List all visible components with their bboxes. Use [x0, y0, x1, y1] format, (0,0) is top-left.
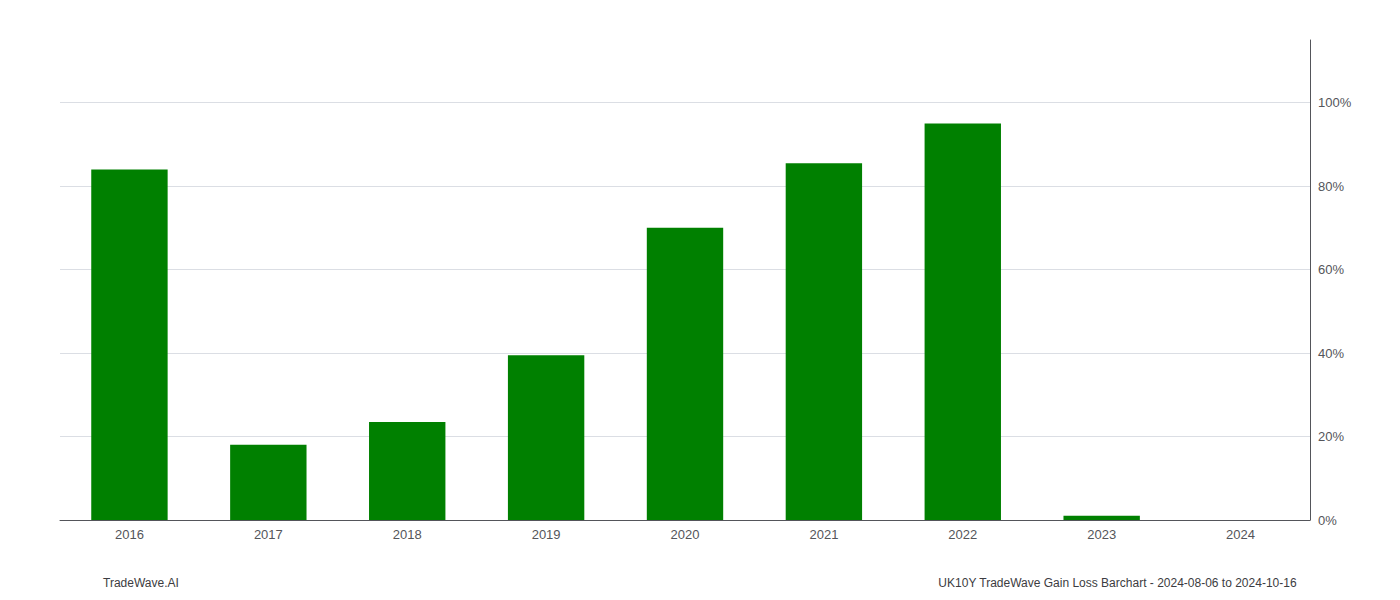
svg-text:40%: 40%	[1318, 346, 1344, 361]
svg-text:UK10Y TradeWave Gain Loss Barc: UK10Y TradeWave Gain Loss Barchart - 202…	[938, 576, 1297, 590]
svg-text:2022: 2022	[948, 527, 977, 542]
svg-text:2017: 2017	[254, 527, 283, 542]
svg-text:TradeWave.AI: TradeWave.AI	[103, 576, 179, 590]
svg-text:60%: 60%	[1318, 262, 1344, 277]
svg-text:2019: 2019	[532, 527, 561, 542]
svg-text:2021: 2021	[809, 527, 838, 542]
svg-text:2024: 2024	[1226, 527, 1255, 542]
svg-text:2018: 2018	[393, 527, 422, 542]
svg-text:80%: 80%	[1318, 179, 1344, 194]
svg-text:20%: 20%	[1318, 429, 1344, 444]
svg-text:2023: 2023	[1087, 527, 1116, 542]
svg-text:2020: 2020	[671, 527, 700, 542]
svg-text:100%: 100%	[1318, 95, 1352, 110]
svg-text:2016: 2016	[115, 527, 144, 542]
svg-text:0%: 0%	[1318, 513, 1337, 528]
